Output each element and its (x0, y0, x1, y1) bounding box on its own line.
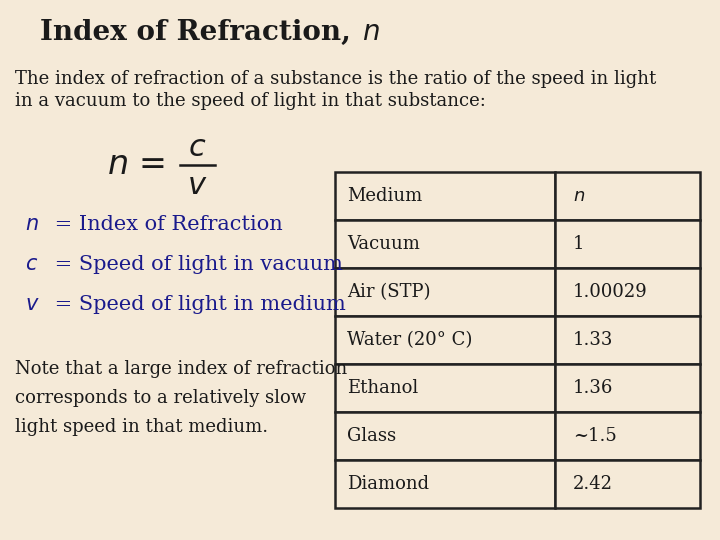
Bar (335, 172, 555, 220)
Text: $\mathit{n}$: $\mathit{n}$ (573, 187, 585, 205)
Bar (555, 220, 700, 268)
Text: Medium: Medium (347, 187, 422, 205)
Text: = Speed of light in vacuum: = Speed of light in vacuum (48, 255, 343, 274)
Text: 1: 1 (573, 235, 585, 253)
Bar (335, 220, 555, 268)
Text: Note that a large index of refraction
corresponds to a relatively slow
light spe: Note that a large index of refraction co… (15, 360, 347, 436)
Text: $\mathit{c}$: $\mathit{c}$ (188, 132, 206, 163)
Bar (555, 172, 700, 220)
Text: in a vacuum to the speed of light in that substance:: in a vacuum to the speed of light in tha… (15, 92, 486, 110)
Text: 1.33: 1.33 (573, 331, 613, 349)
Text: $\mathit{n}$ =: $\mathit{n}$ = (107, 149, 165, 181)
Text: Ethanol: Ethanol (347, 379, 418, 397)
Text: ~1.5: ~1.5 (573, 427, 617, 445)
Bar (555, 268, 700, 316)
Text: $\mathit{v}$: $\mathit{v}$ (186, 170, 207, 200)
Text: 1.36: 1.36 (573, 379, 613, 397)
Bar (335, 364, 555, 412)
Text: $\mathit{v}$: $\mathit{v}$ (25, 295, 40, 314)
Text: Air (STP): Air (STP) (347, 283, 431, 301)
Bar (555, 460, 700, 508)
Bar (555, 412, 700, 460)
Bar (335, 460, 555, 508)
Text: $\mathit{c}$: $\mathit{c}$ (25, 255, 38, 274)
Bar (335, 268, 555, 316)
Text: Index of Refraction,: Index of Refraction, (40, 18, 360, 45)
Bar (335, 412, 555, 460)
Text: = Index of Refraction: = Index of Refraction (48, 215, 283, 234)
Text: $\mathit{n}$: $\mathit{n}$ (25, 215, 39, 234)
Text: $\mathit{n}$: $\mathit{n}$ (362, 18, 379, 45)
Text: Glass: Glass (347, 427, 396, 445)
Text: The index of refraction of a substance is the ratio of the speed in light: The index of refraction of a substance i… (15, 70, 656, 88)
Text: 2.42: 2.42 (573, 475, 613, 493)
Text: Vacuum: Vacuum (347, 235, 420, 253)
Bar (335, 316, 555, 364)
Text: = Speed of light in medium: = Speed of light in medium (48, 295, 346, 314)
Text: 1.00029: 1.00029 (573, 283, 648, 301)
Bar (555, 316, 700, 364)
Text: Diamond: Diamond (347, 475, 429, 493)
Text: Water (20° C): Water (20° C) (347, 331, 472, 349)
Bar (555, 364, 700, 412)
